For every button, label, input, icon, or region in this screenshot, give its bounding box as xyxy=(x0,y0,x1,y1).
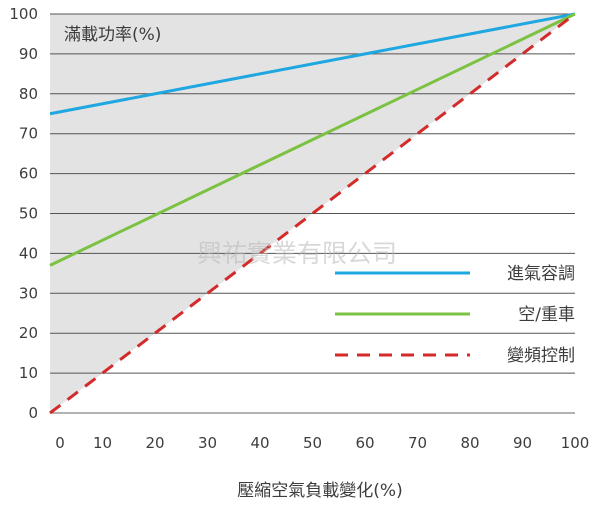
y-tick-label: 0 xyxy=(28,404,38,422)
x-tick-label: 0 xyxy=(55,434,65,452)
y-tick-label: 100 xyxy=(9,5,38,23)
series-line-0 xyxy=(49,12,576,116)
y-tick-label: 70 xyxy=(19,125,38,143)
x-tick-label: 10 xyxy=(93,434,112,452)
gridlines xyxy=(50,13,575,414)
y-tick-label: 10 xyxy=(19,364,38,382)
watermark: 興祐實業有限公司 xyxy=(197,239,397,268)
x-tick-label: 40 xyxy=(250,434,269,452)
series-line-1 xyxy=(49,12,576,267)
y-axis-ticks: 0 10 20 30 40 50 60 70 80 90 100 xyxy=(9,5,38,422)
legend-label-0: 進氣容調 xyxy=(507,264,575,284)
x-tick-label: 50 xyxy=(303,434,322,452)
y-tick-label: 40 xyxy=(19,244,38,262)
x-axis-title: 壓縮空氣負載變化(%) xyxy=(237,481,402,501)
y-tick-label: 80 xyxy=(19,85,38,103)
y-tick-label: 60 xyxy=(19,165,38,183)
x-tick-label: 60 xyxy=(355,434,374,452)
x-axis-ticks: 0 10 20 30 40 50 60 70 80 90 100 xyxy=(55,434,589,452)
x-tick-label: 30 xyxy=(198,434,217,452)
y-tick-label: 90 xyxy=(19,45,38,63)
y-axis-title: 滿載功率(%) xyxy=(64,25,161,45)
series-lines xyxy=(49,12,576,415)
y-tick-label: 20 xyxy=(19,324,38,342)
legend-label-1: 空/重車 xyxy=(518,305,575,325)
x-tick-label: 90 xyxy=(513,434,532,452)
x-tick-label: 20 xyxy=(145,434,164,452)
y-tick-label: 50 xyxy=(19,205,38,223)
x-tick-label: 70 xyxy=(408,434,427,452)
x-tick-label: 100 xyxy=(561,434,590,452)
x-tick-label: 80 xyxy=(460,434,479,452)
legend-label-2: 變頻控制 xyxy=(507,346,575,366)
y-tick-label: 30 xyxy=(19,284,38,302)
